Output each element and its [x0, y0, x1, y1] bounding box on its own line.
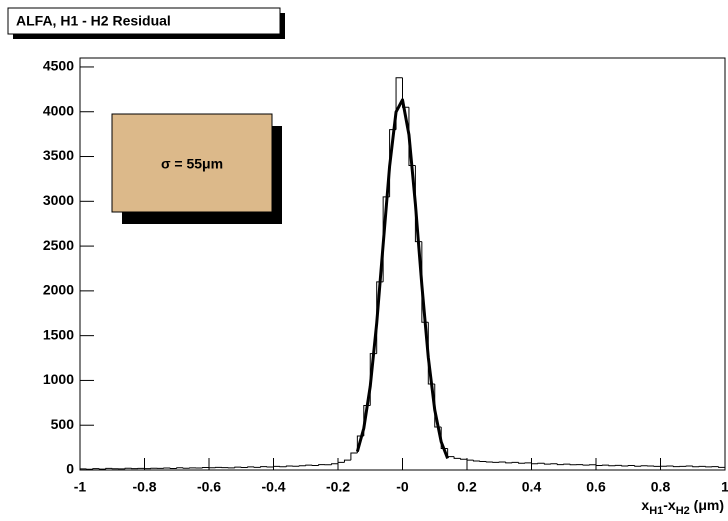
histogram-bin [176, 467, 184, 469]
histogram-bin [337, 461, 345, 464]
histogram-bin [608, 465, 616, 467]
histogram-bin [569, 464, 577, 466]
x-label-part: (μm) [690, 497, 724, 513]
histogram-bin [305, 464, 313, 466]
histogram-bin [672, 465, 680, 468]
x-label-sub: H2 [676, 505, 690, 517]
histogram-bin [350, 452, 358, 461]
x-label-part: -x [663, 497, 676, 513]
x-label-sub: H1 [649, 505, 663, 517]
histogram-bin [298, 465, 306, 467]
histogram-bin [453, 456, 461, 459]
histogram-bin [472, 460, 480, 462]
annotation-box [111, 113, 273, 213]
histogram-bin [285, 465, 293, 467]
x-tick-label: 1 [721, 479, 728, 495]
histogram-bin [247, 466, 255, 468]
histogram-bin [634, 465, 642, 467]
x-tick-label: -1 [74, 479, 87, 495]
x-tick-label: -0.2 [326, 479, 350, 495]
histogram-bin [640, 465, 648, 467]
y-tick-label: 1500 [43, 326, 74, 342]
histogram-bin [595, 464, 603, 467]
x-tick-label: -0.4 [261, 479, 285, 495]
x-tick-label: -0 [396, 479, 409, 495]
x-tick-label: 0.6 [586, 479, 606, 495]
histogram-bin [202, 466, 209, 469]
y-tick-label: 3000 [43, 192, 74, 208]
y-tick-label: 4000 [43, 102, 74, 118]
histogram-bin [621, 465, 629, 467]
histogram-bin [105, 467, 113, 470]
y-tick-label: 500 [51, 416, 75, 432]
y-tick-label: 3500 [43, 147, 74, 163]
histogram-bin [234, 466, 242, 468]
histogram-bin [273, 465, 280, 467]
histogram-bin [124, 467, 132, 469]
y-tick-label: 1000 [43, 371, 74, 387]
histogram-bin [318, 464, 326, 466]
histogram-bin [543, 463, 551, 465]
x-tick-label: -0.6 [197, 479, 221, 495]
histogram-bin [440, 427, 448, 450]
histogram-bin [343, 459, 351, 463]
histogram-bin [331, 463, 338, 465]
x-tick-label: -0.8 [132, 479, 156, 495]
chart-title: ALFA, H1 - H2 Residual [16, 13, 171, 29]
histogram-bin [460, 458, 467, 460]
y-tick-label: 2000 [43, 282, 74, 298]
histogram-bin [79, 468, 87, 470]
y-tick-label: 4500 [43, 58, 74, 74]
annotation: σ = 55μm [161, 156, 223, 172]
x-tick-label: 0.2 [457, 479, 477, 495]
histogram-bin [531, 462, 538, 465]
y-tick-label: 2500 [43, 237, 74, 253]
histogram-bin [92, 468, 100, 470]
y-tick-label: 0 [66, 461, 74, 477]
histogram-bin [692, 466, 700, 468]
x-axis-label: xH1-xH2 (μm) [641, 497, 724, 517]
x-tick-label: 0.4 [522, 479, 542, 495]
histogram-bin [505, 461, 513, 464]
x-label-part: x [641, 497, 649, 513]
histogram-bin [260, 466, 268, 468]
histogram-bin [556, 463, 564, 466]
histogram-bin [518, 462, 526, 464]
title-box [7, 7, 281, 35]
x-tick-label: 0.8 [651, 479, 671, 495]
histogram-bin [466, 459, 474, 461]
fit-curve [355, 98, 450, 459]
histogram-bin [718, 466, 726, 470]
